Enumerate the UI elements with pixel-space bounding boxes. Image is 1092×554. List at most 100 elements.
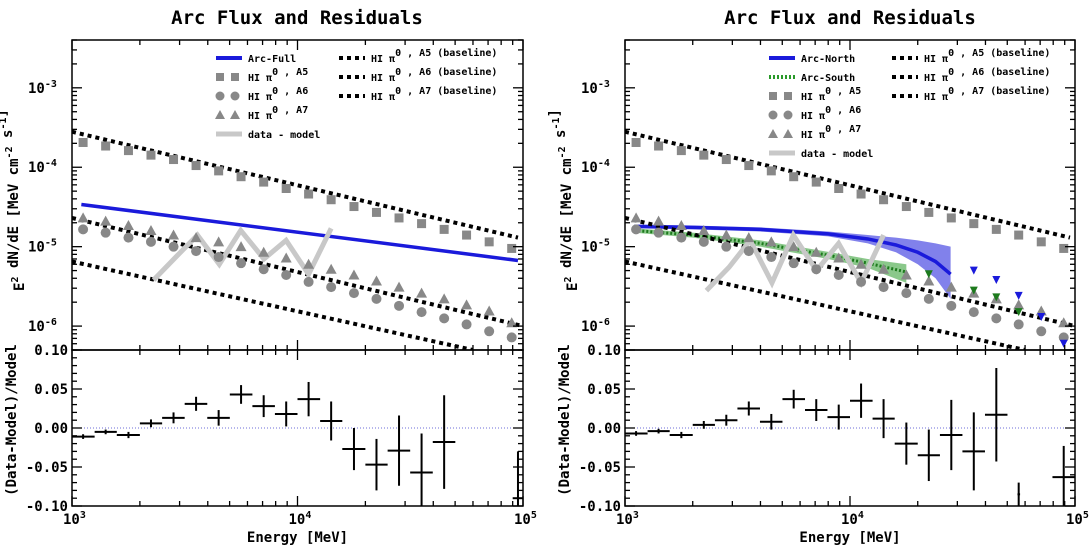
marker-triangle — [653, 215, 665, 226]
marker-upper-limit — [992, 293, 1001, 302]
legend-label: Arc-Full — [248, 54, 296, 65]
y-tick-label: 10-5 — [28, 238, 57, 256]
y-tick-label: 0.00 — [34, 421, 68, 437]
y-axis-label-top: E2 dN/dE [MeV cm-2 s-1] — [547, 109, 581, 291]
marker-square — [811, 177, 821, 187]
panel-right: Arc Flux and Residuals Arc-North Arc-South… — [547, 7, 1089, 546]
series-line-0 — [81, 202, 519, 263]
marker-square — [394, 213, 404, 223]
text-span: HI π — [248, 92, 272, 103]
superscript: -4 — [45, 158, 57, 169]
marker-square — [462, 230, 472, 240]
marker-square — [78, 137, 88, 147]
marker-circle — [923, 293, 934, 304]
text-span: 10 — [28, 240, 45, 256]
marker-square — [1059, 243, 1069, 253]
marker-triangle — [878, 263, 890, 274]
superscript: 0 — [948, 86, 954, 97]
text-span: 10 — [28, 160, 45, 176]
marker-triangle — [303, 258, 315, 269]
superscript: -4 — [598, 158, 610, 169]
marker-square — [631, 137, 641, 147]
superscript: 2 — [563, 276, 574, 282]
superscript: 0 — [825, 124, 831, 135]
marker-triangle — [675, 219, 687, 230]
text-span: HI π — [248, 111, 272, 122]
marker-triangle — [945, 281, 957, 292]
marker-triangle — [833, 252, 845, 263]
legend-circle — [783, 110, 793, 120]
chart-title: Arc Flux and Residuals — [724, 7, 976, 29]
marker-square — [281, 183, 291, 193]
legend-circle — [215, 91, 225, 101]
superscript: -1 — [0, 118, 9, 130]
marker-triangle — [213, 236, 225, 247]
superscript: -2 — [4, 146, 15, 158]
text-span: , A5 (baseline) — [954, 47, 1050, 59]
y-axis-label-bottom: (Data-Model)/Model — [557, 344, 573, 496]
series-line-1 — [625, 215, 1075, 329]
y-tick-label: 10-6 — [581, 317, 610, 335]
legend-triangle — [215, 110, 225, 119]
superscript: 0 — [825, 105, 831, 116]
marker-circle — [484, 326, 495, 337]
marker-triangle — [370, 275, 382, 286]
marker-triangle — [168, 229, 180, 240]
marker-circle — [123, 232, 134, 243]
x-tick-label: 104 — [841, 510, 864, 528]
y-tick-label: -0.10 — [26, 499, 68, 515]
legend-label: Arc-South — [801, 73, 855, 84]
text-span: 10 — [63, 512, 80, 528]
legend-label: HI π0 , A7 — [801, 124, 861, 141]
marker-circle — [303, 276, 314, 287]
residual-plot-area — [625, 367, 1075, 506]
marker-square — [856, 189, 866, 199]
marker-square — [507, 243, 517, 253]
superscript: 2 — [10, 276, 21, 282]
marker-square — [326, 195, 336, 205]
superscript: -6 — [598, 317, 610, 328]
text-span: HI π — [801, 111, 825, 122]
text-span: , A5 — [278, 67, 308, 78]
superscript: 0 — [948, 48, 954, 59]
marker-upper-limit — [1037, 313, 1046, 322]
band-arc-north — [634, 224, 951, 299]
marker-triangle — [100, 215, 112, 226]
marker-square — [236, 172, 246, 182]
marker-triangle — [145, 224, 157, 235]
marker-circle — [281, 269, 292, 280]
legend-label: HI π0 , A7 (baseline) — [924, 85, 1050, 103]
text-span: s — [0, 130, 16, 147]
marker-triangle — [630, 212, 642, 223]
marker-triangle — [190, 232, 202, 243]
text-span: , A6 (baseline) — [401, 66, 497, 78]
marker-triangle — [698, 224, 710, 235]
text-span: 10 — [616, 512, 633, 528]
legend-label: HI π0 , A6 — [248, 86, 308, 103]
marker-square — [1036, 237, 1046, 247]
text-span: HI π — [371, 54, 395, 65]
marker-triangle — [483, 305, 495, 316]
series-line-3 — [72, 259, 474, 350]
legend-label: Arc-North — [801, 54, 855, 65]
superscript: 4 — [858, 510, 864, 521]
text-span: , A6 — [831, 105, 861, 116]
legend-label: HI π0 , A5 (baseline) — [924, 47, 1050, 65]
marker-circle — [968, 307, 979, 318]
text-span: 10 — [28, 81, 45, 97]
text-span: ] — [547, 109, 563, 117]
marker-triangle — [280, 252, 292, 263]
marker-triangle — [235, 241, 247, 252]
marker-triangle — [348, 269, 360, 280]
y-tick-label: 0.10 — [34, 343, 68, 359]
text-span: 10 — [581, 240, 598, 256]
marker-triangle — [923, 275, 935, 286]
marker-triangle — [765, 236, 777, 247]
text-span: HI π — [801, 130, 825, 141]
marker-triangle — [1058, 317, 1070, 328]
marker-circle — [833, 269, 844, 280]
marker-circle — [348, 288, 359, 299]
text-span: HI π — [924, 73, 948, 84]
